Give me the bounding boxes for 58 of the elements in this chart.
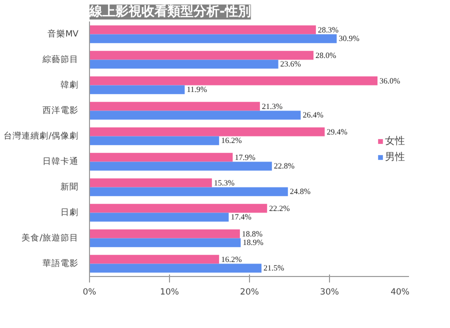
data-label: 11.9% [186,85,208,94]
bar [90,102,260,111]
bar [90,178,212,188]
data-label: 24.8% [290,187,311,196]
bar [90,152,233,162]
y-tick-label: 音樂MV [47,28,79,40]
y-tick-label: 綜藝節目 [42,54,78,65]
bar [90,60,278,69]
x-tick-label: 40% [390,288,410,298]
bar [90,229,240,238]
bar [90,34,337,44]
data-label: 16.2% [221,136,242,146]
bar [90,212,229,222]
y-tick-label: 台灣連續劇/偶像劇 [4,130,79,142]
bar [90,187,288,196]
data-label: 23.6% [280,60,302,69]
data-label: 21.5% [264,264,284,273]
data-label: 36.0% [380,76,400,86]
data-label: 15.3% [214,178,235,188]
bar [90,110,301,120]
y-tick-label: 美食/旅遊節目 [22,232,79,244]
legend-label: 女性 [385,134,405,148]
x-tick-label: 30% [320,288,339,298]
bar [90,204,268,213]
data-label: 17.4% [230,212,252,222]
data-label: 22.2% [269,204,290,213]
data-label: 29.4% [326,127,348,136]
data-label: 30.9% [338,34,360,44]
y-tick-label: 日劇 [60,206,78,218]
data-label: 18.9% [242,238,264,248]
data-label: 28.3% [318,25,339,34]
y-tick-label: 華語電影 [42,258,78,269]
bar [90,264,262,273]
legend-label: 男性 [385,150,405,164]
bar [90,162,272,171]
bar [90,25,316,34]
bar [90,127,325,136]
bar [90,254,220,264]
data-label: 18.8% [242,229,263,238]
bar [90,50,314,60]
data-label: 28.0% [316,50,336,60]
bar [90,238,241,248]
data-label: 21.3% [262,102,283,111]
bar [90,76,378,86]
y-tick-label: 韓劇 [60,79,78,90]
data-label: 26.4% [302,110,324,120]
data-label: 22.8% [274,162,295,171]
y-tick-label: 西洋電影 [42,104,78,116]
x-tick-label: 0% [82,288,96,298]
bar [90,85,185,94]
bar [90,136,220,146]
data-label: 16.2% [221,254,242,264]
chart-title: 線上影視收看類型分析-性別 [88,4,251,20]
x-tick-label: 20% [240,288,259,298]
x-tick-label: 10% [160,288,179,298]
y-tick-label: 新聞 [60,181,78,192]
y-tick-label: 日韓卡通 [42,156,78,167]
data-label: 17.9% [234,152,256,162]
